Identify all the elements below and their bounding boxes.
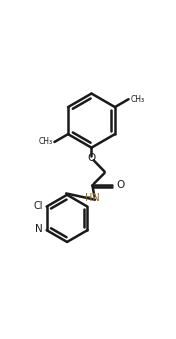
Text: Cl: Cl xyxy=(33,201,43,211)
Text: CH₃: CH₃ xyxy=(130,95,144,104)
Text: N: N xyxy=(35,224,43,234)
Text: O: O xyxy=(116,180,124,190)
Text: HN: HN xyxy=(85,193,100,203)
Text: CH₃: CH₃ xyxy=(39,138,53,146)
Text: O: O xyxy=(87,153,96,163)
